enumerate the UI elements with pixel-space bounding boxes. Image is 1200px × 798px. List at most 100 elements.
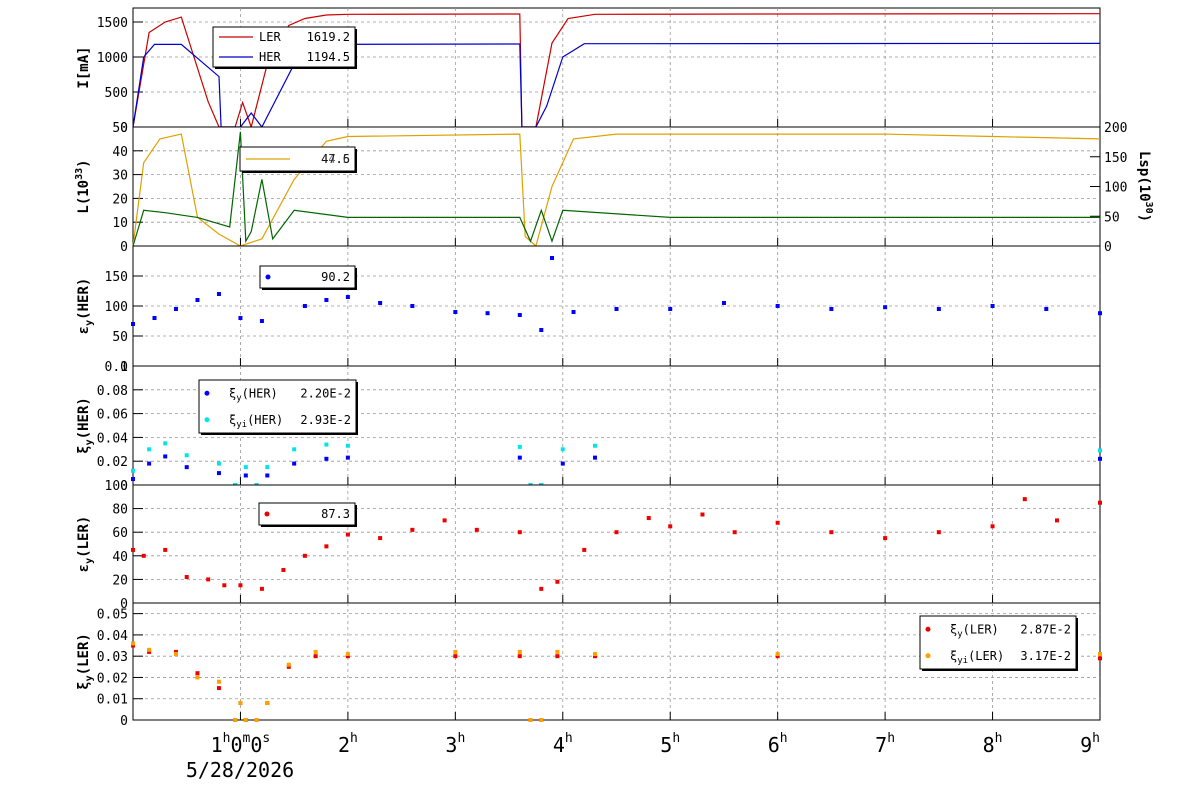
data-point: [259, 319, 264, 323]
data-point: [560, 447, 565, 452]
data-point: [883, 536, 888, 541]
data-point: [539, 328, 544, 332]
data-point: [1022, 497, 1027, 502]
data-point: [233, 718, 238, 722]
data-point: [216, 686, 221, 691]
legend-box: [258, 502, 356, 526]
y-tick-label: 40: [112, 550, 128, 565]
x-tick-label: 9h: [1080, 731, 1100, 757]
data-point: [345, 652, 350, 657]
data-point: [593, 652, 598, 657]
x-tick-label: 7h: [875, 731, 895, 757]
data-point: [302, 553, 307, 558]
y-tick-label: 20: [112, 192, 128, 207]
legend-value: 2.87E-2: [1020, 622, 1071, 636]
data-point: [147, 461, 152, 466]
legend: ξy(HER) 2.20E-2 ξyi(HER) 2.93E-2: [198, 379, 358, 435]
y-tick-label: 0.1: [105, 360, 128, 375]
data-point: [668, 524, 673, 529]
data-point: [829, 307, 834, 311]
y-tick-label: 0.02: [97, 671, 128, 686]
x-tick-label: 2h: [338, 731, 358, 757]
legend-value: 44.5: [321, 152, 350, 166]
y-tick-label: 0.01: [97, 693, 128, 708]
data-point: [990, 524, 995, 529]
data-point: [990, 304, 995, 308]
data-point: [410, 304, 415, 308]
series-line: [132, 133, 1101, 248]
panel-1: 1500 1000 500 0 I[mA] LER 1619.2 HER 1194.5: [76, 7, 1101, 136]
data-point: [410, 527, 415, 532]
data-point: [243, 465, 248, 470]
data-point: [195, 671, 200, 676]
y-tick-label: 10: [112, 216, 128, 231]
data-point: [173, 649, 178, 654]
data-point: [184, 465, 189, 470]
data-point: [324, 456, 329, 461]
data-point: [265, 700, 270, 705]
legend-swatch: [925, 653, 931, 659]
data-point: [265, 465, 270, 470]
data-point: [539, 586, 544, 591]
data-point: [324, 544, 329, 549]
data-point: [152, 316, 157, 320]
legend-swatch: [264, 511, 270, 517]
data-point: [1098, 656, 1102, 661]
y2-tick-label: 150: [1104, 151, 1127, 166]
legend-swatch: [204, 390, 210, 396]
y-tick-label: 1000: [97, 51, 128, 66]
data-point: [614, 530, 619, 535]
x-tick-label: 5h: [660, 731, 680, 757]
data-point: [485, 311, 490, 316]
data-point: [453, 649, 458, 654]
legend-value: 2.20E-2: [300, 386, 351, 400]
data-point: [560, 461, 565, 466]
plot-frame: [132, 126, 1101, 247]
data-point: [324, 298, 329, 302]
data-point: [345, 443, 350, 448]
data-point: [1098, 311, 1102, 316]
data-point: [571, 310, 576, 314]
y-tick-label: 0.04: [97, 629, 128, 644]
data-point: [173, 307, 178, 311]
y-tick-label: 50: [112, 121, 128, 136]
x-tick-label: 4h: [553, 731, 573, 757]
y-tick-label: 80: [112, 503, 128, 518]
data-point: [555, 579, 560, 584]
legend-label: LER: [259, 30, 281, 44]
x-tick-label: 8h: [983, 731, 1003, 757]
legend: ξy(LER) 2.87E-2 ξyi(LER) 3.17E-2: [919, 615, 1078, 671]
data-point: [582, 547, 587, 552]
y-axis-label: L(1033): [74, 159, 92, 213]
panel-6: 0.05 0.04 0.03 0.02 0.01 0 ξy(LER) ξy(LER) 2.87E…: [76, 602, 1102, 729]
data-point: [775, 654, 780, 659]
data-point: [1098, 500, 1102, 505]
data-point: [453, 654, 458, 659]
y-tick-label: 20: [112, 573, 128, 588]
data-point: [147, 647, 152, 652]
data-point: [775, 304, 780, 308]
x-tick-label: 6h: [768, 731, 788, 757]
data-point: [517, 444, 522, 449]
y-tick-label: 150: [105, 270, 128, 285]
legend-label: ξy(HER): [229, 386, 278, 403]
legend-value: 47.6: [321, 152, 350, 166]
data-point: [254, 718, 259, 722]
data-point: [453, 310, 458, 314]
y-tick-label: 60: [112, 526, 128, 541]
y-axis-label: ξy(HER): [76, 397, 95, 454]
legend-box: [198, 379, 357, 434]
data-point: [345, 455, 350, 460]
data-point: [775, 520, 780, 525]
data-point: [517, 313, 522, 317]
data-point: [378, 536, 383, 541]
legend-label: ξyi(LER): [950, 649, 1004, 666]
data-point: [238, 316, 243, 320]
data-point: [378, 301, 383, 305]
data-point: [286, 662, 291, 667]
legend-box: [239, 146, 356, 172]
data-point: [517, 654, 522, 659]
data-point: [345, 654, 350, 659]
y-tick-label: 0: [120, 121, 128, 136]
